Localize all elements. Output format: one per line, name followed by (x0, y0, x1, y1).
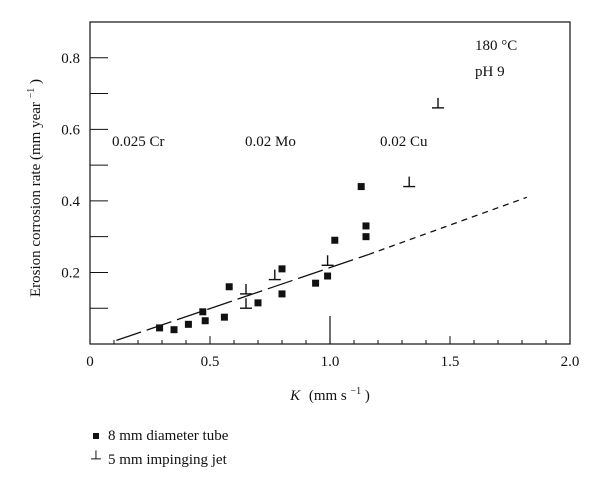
x-tick-label: 0 (86, 354, 94, 370)
tube-point (199, 308, 207, 316)
x-axis-close: ) (365, 388, 370, 404)
tube-point (362, 222, 370, 230)
tube-point (312, 279, 320, 287)
jet-point (403, 176, 416, 188)
tube-point (156, 324, 164, 332)
y-tick-label: 0.2 (61, 265, 80, 281)
jet-point (321, 255, 334, 266)
x-axis-units: (mm s (309, 388, 347, 404)
annotation-cu: 0.02 Cu (380, 134, 428, 150)
legend-item-jet: ┴ 5 mm impinging jet (84, 448, 228, 472)
y-tick-label: 0.6 (61, 122, 80, 138)
trend-line-dashed (368, 196, 528, 256)
jet-marker-icon: ┴ (91, 452, 101, 467)
tube-point (201, 317, 209, 325)
square-marker-icon (84, 433, 108, 439)
x-tick-label: 1.0 (321, 354, 340, 370)
legend-label-tube: 8 mm diameter tube (108, 427, 229, 444)
annotation-mo: 0.02 Mo (245, 134, 296, 150)
legend-item-tube: 8 mm diameter tube (84, 424, 228, 448)
tube-point (331, 236, 339, 244)
tube-point (184, 320, 192, 328)
y-axis-title: Erosion corrosion rate (mm year −1 ) (22, 79, 44, 297)
tube-point (362, 233, 370, 241)
points-group (156, 97, 444, 334)
annotation-ph: pH 9 (475, 64, 505, 80)
tube-point (170, 326, 178, 334)
chart-svg: 0 0.5 1.0 1.5 2.0 0.2 0.4 0.6 0.8 180 °C pH 9 0.… (22, 21, 579, 404)
tube-point (278, 290, 286, 298)
y-axis-label: Erosion corrosion rate (mm year (28, 102, 44, 297)
tube-point (254, 299, 262, 307)
jet-point (432, 97, 444, 109)
ticks-group: 0 0.5 1.0 1.5 2.0 0.2 0.4 0.6 0.8 (61, 51, 579, 370)
y-tick-label: 0.4 (61, 194, 80, 210)
annotation-cr: 0.025 Cr (112, 134, 165, 150)
y-axis-close: ) (28, 79, 44, 84)
x-axis-title: K (mm s −1 ) (289, 382, 370, 404)
jet-point (240, 283, 252, 295)
annotation-temperature: 180 °C (475, 38, 517, 54)
x-tick-label: 0.5 (201, 354, 220, 370)
tube-point (357, 183, 365, 191)
x-axis-symbol: K (289, 388, 301, 404)
x-tick-label: 1.5 (441, 354, 460, 370)
tube-point (278, 265, 286, 273)
x-axis-exponent: −1 (351, 386, 362, 397)
legend-label-jet: 5 mm impinging jet (108, 451, 227, 468)
jet-point (240, 298, 252, 309)
y-axis-exponent: −1 (26, 88, 37, 99)
tube-point (225, 283, 233, 291)
tube-point (324, 272, 332, 280)
tube-point (220, 313, 228, 321)
trend-group (116, 196, 528, 344)
x-tick-label: 2.0 (561, 354, 580, 370)
legend: 8 mm diameter tube ┴ 5 mm impinging jet (84, 424, 228, 472)
jet-point (268, 269, 281, 281)
y-tick-label: 0.8 (61, 51, 80, 67)
